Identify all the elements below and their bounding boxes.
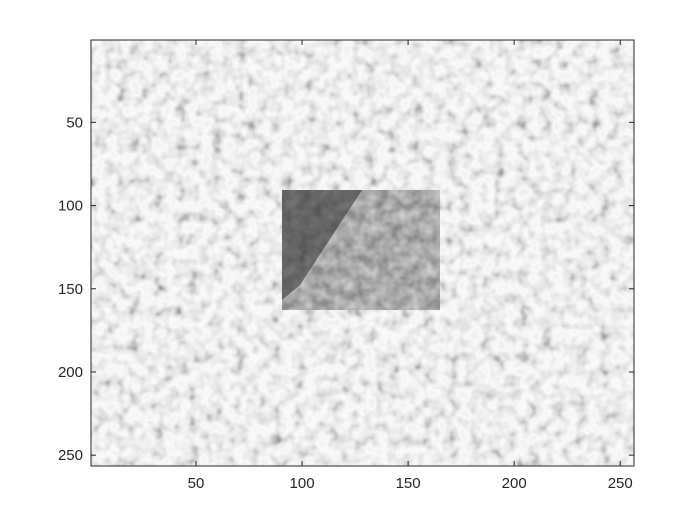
x-tick-label: 150 [396, 475, 421, 492]
y-tick-label: 100 [58, 198, 83, 215]
y-tick-label: 150 [58, 281, 83, 298]
y-axis: 50 100 150 200 250 [58, 114, 634, 464]
inner-rect-region [282, 190, 440, 310]
x-tick-label: 200 [502, 475, 527, 492]
x-tick-label: 250 [608, 475, 633, 492]
y-tick-label: 200 [58, 364, 83, 381]
x-tick-label: 50 [188, 475, 205, 492]
axes-box [90, 39, 635, 467]
x-tick-label: 100 [290, 475, 315, 492]
y-tick-label: 50 [66, 114, 83, 131]
image-area [91, 40, 634, 466]
y-tick-label: 250 [58, 447, 83, 464]
x-axis: 50 100 150 200 250 [188, 40, 633, 492]
